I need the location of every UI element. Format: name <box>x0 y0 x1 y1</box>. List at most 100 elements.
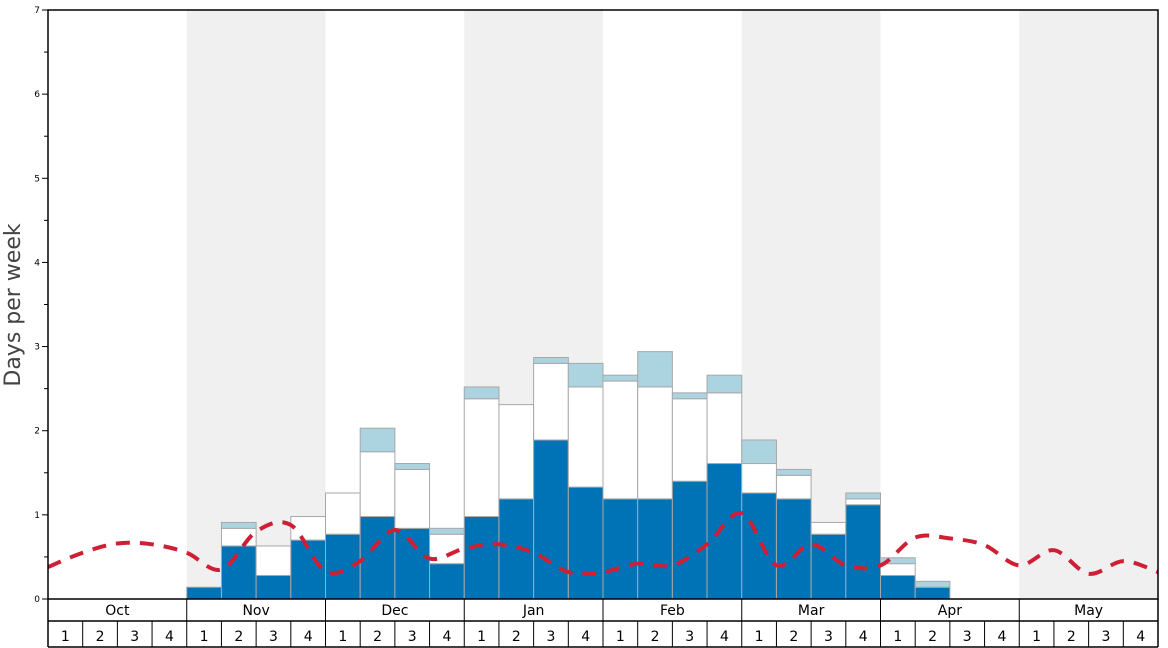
week-label: 3 <box>130 629 139 645</box>
week-label: 2 <box>512 629 521 645</box>
month-label-dec: Dec <box>381 603 408 619</box>
week-label: 2 <box>373 629 382 645</box>
bar-light-22 <box>775 468 812 476</box>
week-label: 3 <box>1102 629 1111 645</box>
week-label: 4 <box>165 629 174 645</box>
bar-white-8 <box>290 516 326 541</box>
bar-white-16 <box>567 386 604 488</box>
bar-dark-10 <box>359 516 396 600</box>
bar-white-20 <box>706 392 743 465</box>
week-label: 1 <box>338 629 347 645</box>
week-label: 1 <box>61 629 70 645</box>
y-axis-label: Days per week <box>1 223 26 386</box>
y-tick-label: 2 <box>34 427 40 437</box>
bar-dark-25 <box>880 574 916 600</box>
bar-dark-16 <box>567 486 604 600</box>
bar-light-6 <box>220 521 257 529</box>
month-label-mar: Mar <box>798 603 825 619</box>
bar-dark-11 <box>394 527 431 600</box>
month-label-apr: Apr <box>938 603 962 619</box>
week-label: 2 <box>96 629 105 645</box>
bar-light-26 <box>914 580 951 588</box>
bar-dark-8 <box>290 539 326 600</box>
bar-dark-20 <box>706 463 743 600</box>
bar-white-22 <box>775 474 812 500</box>
bar-white-25 <box>880 563 916 576</box>
bar-white-24 <box>845 498 881 506</box>
bar-dark-17 <box>602 498 639 600</box>
week-label: 3 <box>685 629 694 645</box>
bar-white-17 <box>602 380 639 500</box>
month-bands <box>186 10 1158 599</box>
week-label: 3 <box>824 629 833 645</box>
bar-light-12 <box>429 527 465 535</box>
week-label: 3 <box>963 629 972 645</box>
y-tick-label: 6 <box>34 90 40 100</box>
bar-dark-18 <box>637 498 673 600</box>
bar-light-20 <box>706 374 743 394</box>
bar-dark-12 <box>429 563 465 600</box>
y-tick-label: 7 <box>34 6 40 16</box>
month-band-may <box>1019 10 1158 599</box>
week-label: 2 <box>651 629 660 645</box>
bar-dark-24 <box>845 504 881 600</box>
bar-dark-13 <box>463 516 500 600</box>
week-label: 3 <box>547 629 556 645</box>
week-label: 4 <box>997 629 1006 645</box>
bar-dark-26 <box>914 586 951 600</box>
bar-white-9 <box>325 492 361 535</box>
y-tick-label: 1 <box>34 511 40 521</box>
bar-light-17 <box>602 374 639 382</box>
bar-white-18 <box>637 386 673 500</box>
week-label: 1 <box>616 629 625 645</box>
month-label-may: May <box>1074 603 1103 619</box>
bar-white-10 <box>359 451 396 518</box>
week-label: 4 <box>442 629 451 645</box>
y-tick-label: 5 <box>34 174 40 184</box>
bar-white-21 <box>741 463 777 494</box>
y-tick-label: 3 <box>34 343 40 353</box>
x-axis: Oct 1 2 3 4 Nov 1 2 3 4 Dec 1 2 3 4 Jan 1 2 3 4 Feb 1 2 3 4 Mar 1 2… <box>47 599 1159 648</box>
bar-dark-6 <box>220 545 257 600</box>
week-label: 4 <box>304 629 313 645</box>
bar-light-13 <box>463 386 500 400</box>
week-label: 1 <box>477 629 486 645</box>
bar-light-11 <box>394 463 431 470</box>
week-label: 4 <box>859 629 868 645</box>
bar-light-25 <box>880 557 916 565</box>
week-label: 2 <box>789 629 798 645</box>
y-tick-label: 4 <box>34 258 40 268</box>
week-label: 2 <box>234 629 243 645</box>
bar-light-24 <box>845 492 881 500</box>
month-band-nov <box>186 10 326 599</box>
month-label-nov: Nov <box>242 603 269 619</box>
week-label: 2 <box>928 629 937 645</box>
week-label: 3 <box>269 629 278 645</box>
bar-dark-22 <box>775 498 812 600</box>
week-label: 4 <box>720 629 729 645</box>
trend-line-path <box>47 511 1159 576</box>
month-label-feb: Feb <box>660 603 685 619</box>
month-label-jan: Jan <box>522 603 545 619</box>
week-label: 1 <box>755 629 764 645</box>
bar-white-13 <box>463 398 500 518</box>
bar-light-18 <box>637 351 673 388</box>
week-label: 1 <box>200 629 209 645</box>
bar-dark-19 <box>671 480 708 600</box>
y-tick-label: 0 <box>34 595 40 605</box>
week-label: 4 <box>581 629 590 645</box>
bar-white-23 <box>810 521 847 535</box>
y-axis: 0 1 2 3 4 5 6 7 <box>34 6 48 605</box>
week-label: 1 <box>893 629 902 645</box>
bar-light-16 <box>567 362 604 388</box>
week-label: 3 <box>408 629 417 645</box>
month-label-oct: Oct <box>105 603 130 619</box>
bar-dark-5 <box>186 586 222 600</box>
bar-dark-15 <box>533 439 569 600</box>
bar-light-19 <box>671 392 708 400</box>
bar-white-11 <box>394 468 431 529</box>
bar-white-14 <box>498 404 535 500</box>
week-label: 4 <box>1136 629 1145 645</box>
trend-line <box>47 511 1159 576</box>
